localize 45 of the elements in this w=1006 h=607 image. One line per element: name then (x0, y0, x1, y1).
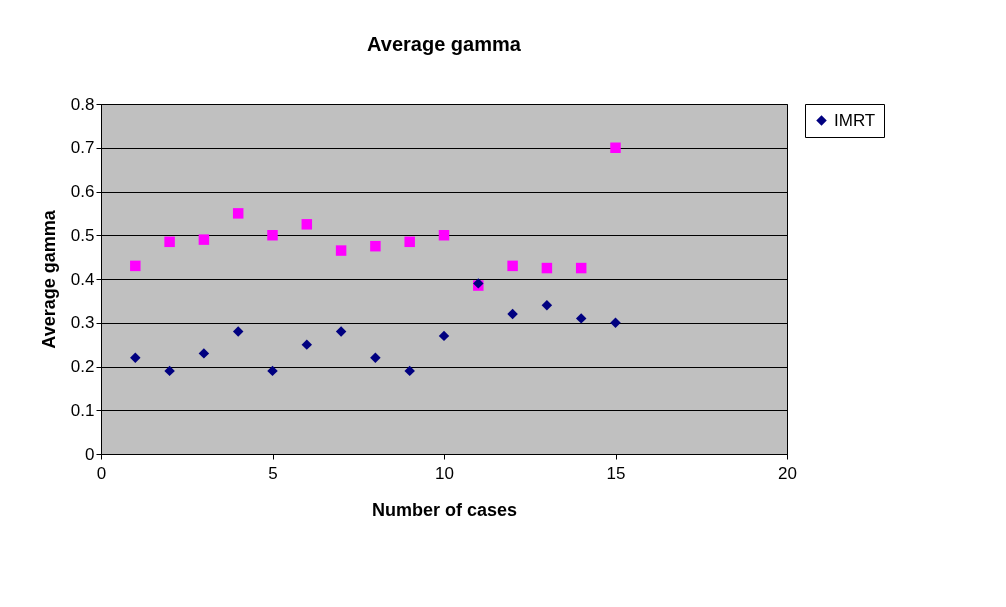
point (541, 300, 553, 311)
point (438, 230, 450, 241)
point (404, 365, 415, 377)
point (164, 236, 175, 248)
point (370, 240, 381, 252)
point (610, 317, 621, 328)
point (404, 236, 415, 248)
point (335, 326, 347, 337)
y-tick-label: 0.8 (70, 94, 95, 114)
point (541, 262, 553, 274)
point (164, 365, 175, 377)
y-tick-label: 0.6 (70, 182, 95, 201)
y-tick-label: 0.2 (70, 357, 95, 376)
y-tick-label: 0.5 (70, 225, 95, 245)
point (267, 230, 278, 241)
point (301, 219, 313, 230)
point (130, 352, 141, 363)
point (507, 260, 518, 272)
point (335, 245, 347, 256)
point (370, 352, 381, 363)
point (507, 308, 518, 320)
y-tick-label: 0.3 (70, 313, 95, 333)
point (575, 262, 587, 274)
x-tick-label: 10 (435, 463, 454, 483)
point (438, 330, 450, 342)
point (130, 260, 141, 272)
point (610, 142, 621, 153)
point (232, 326, 244, 337)
legend-label: IMRT (834, 110, 876, 130)
y-tick-label: 0.1 (70, 400, 95, 420)
x-tick-label: 5 (268, 463, 278, 483)
x-axis-title: Number of cases (371, 499, 518, 520)
y-axis-title: Average gamma (38, 209, 59, 349)
y-tick-label: 0 (85, 444, 95, 464)
chart-title: Average gamma (367, 33, 522, 55)
point (198, 234, 210, 245)
point (267, 365, 278, 377)
point (232, 208, 244, 219)
y-tick-label: 0.4 (70, 269, 95, 289)
point (575, 313, 587, 324)
point (198, 348, 210, 359)
x-tick-label: 15 (606, 463, 626, 483)
y-tick-label: 0.7 (70, 138, 95, 158)
x-tick-label: 20 (778, 463, 797, 483)
point (301, 339, 313, 350)
